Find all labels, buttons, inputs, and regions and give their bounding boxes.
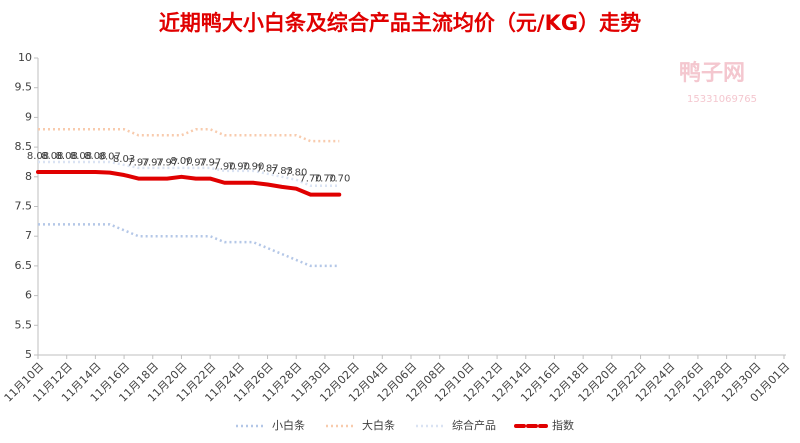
series-line	[38, 160, 340, 187]
data-label: 7.97	[185, 158, 207, 169]
data-label: 7.70	[299, 174, 321, 185]
watermark-name: 鸭子网	[679, 60, 745, 86]
data-label: 7.70	[314, 174, 336, 185]
data-label: 7.97	[127, 158, 149, 169]
data-label: 8.08	[56, 151, 78, 162]
y-tick-label: 10	[18, 51, 32, 64]
data-label: 7.97	[142, 158, 164, 169]
data-label: 7.90	[228, 162, 250, 173]
legend-label: 小白条	[272, 418, 305, 432]
data-label: 7.97	[156, 158, 178, 169]
watermark-phone: 15331069765	[687, 94, 757, 105]
data-label: 8.08	[84, 151, 106, 162]
data-label: 8.08	[27, 151, 49, 162]
y-tick-label: 6.5	[15, 259, 33, 272]
data-label: 7.70	[328, 174, 350, 185]
series-line	[38, 223, 340, 268]
data-label: 7.80	[285, 168, 307, 179]
y-tick-label: 7	[25, 229, 32, 242]
legend-label: 指数	[552, 418, 574, 432]
data-label: 8.07	[99, 152, 121, 163]
data-label: 8.00	[170, 156, 192, 167]
y-tick-label: 8.5	[15, 140, 33, 153]
legend-label: 大白条	[362, 418, 395, 432]
y-tick-label: 6	[25, 289, 32, 302]
data-label: 8.03	[113, 154, 135, 165]
y-tick-label: 7.5	[15, 200, 33, 213]
data-label: 7.90	[213, 162, 235, 173]
legend-label: 综合产品	[452, 418, 496, 432]
chart-title: 近期鸭大小白条及综合产品主流均价（元/KG）走势	[159, 11, 641, 35]
data-label: 7.90	[242, 162, 264, 173]
data-label: 8.08	[41, 151, 63, 162]
series-line	[36, 170, 342, 197]
data-label: 7.83	[271, 166, 293, 177]
y-tick-label: 5	[25, 348, 32, 361]
y-tick-label: 8	[25, 170, 32, 183]
y-tick-label: 9.5	[15, 81, 33, 94]
data-label: 7.97	[199, 158, 221, 169]
y-tick-label: 9	[25, 110, 32, 123]
data-label: 8.08	[70, 151, 92, 162]
data-label: 7.87	[256, 164, 278, 175]
y-tick-label: 5.5	[15, 318, 33, 331]
series-line	[38, 128, 340, 143]
